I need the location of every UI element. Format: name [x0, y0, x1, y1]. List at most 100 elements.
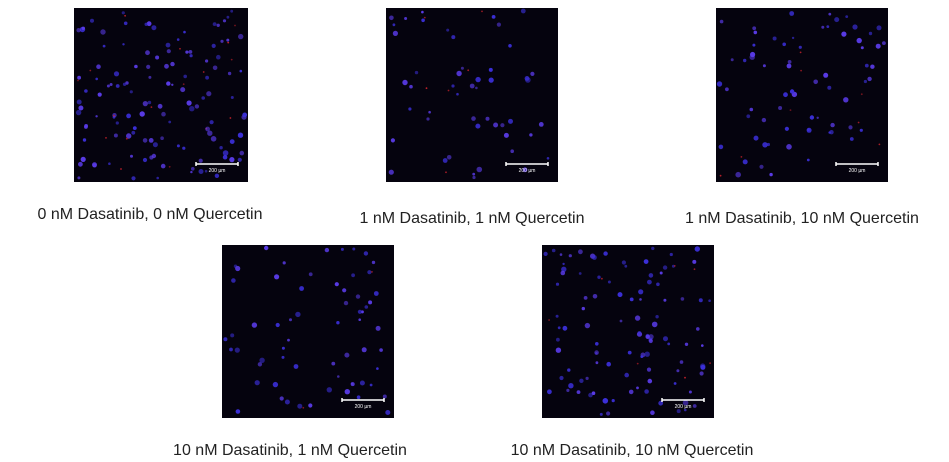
nucleus	[205, 59, 208, 62]
nucleus	[404, 17, 407, 20]
nucleus	[207, 131, 212, 136]
nucleus	[122, 43, 124, 45]
nucleus	[351, 382, 353, 384]
nucleus	[182, 147, 185, 150]
nucleus	[559, 376, 563, 380]
red-cell	[424, 17, 426, 19]
nucleus	[608, 281, 611, 284]
nucleus	[362, 347, 367, 352]
caption: 1 nM Dasatinib, 10 nM Quercetin	[685, 210, 919, 227]
nucleus	[635, 315, 640, 320]
nucleus	[754, 31, 758, 35]
nucleus	[299, 286, 304, 291]
nucleus	[77, 176, 80, 179]
nucleus	[689, 391, 692, 394]
nucleus	[864, 80, 867, 83]
nucleus	[116, 121, 119, 124]
nucleus	[470, 84, 475, 89]
nucleus	[131, 131, 135, 135]
red-cell	[467, 69, 469, 71]
nucleus	[229, 157, 234, 162]
nucleus	[77, 76, 81, 80]
red-cell	[151, 106, 153, 108]
nucleus	[264, 246, 268, 250]
nucleus	[372, 261, 375, 264]
nucleus	[342, 288, 346, 292]
red-cell	[879, 144, 881, 146]
nucleus	[205, 170, 208, 173]
nucleus	[408, 107, 411, 110]
nucleus	[98, 93, 102, 97]
nucleus	[638, 331, 642, 335]
nucleus	[190, 171, 192, 173]
nucleus	[231, 96, 234, 99]
nucleus	[171, 84, 173, 86]
nucleus	[289, 318, 292, 321]
nucleus	[783, 92, 788, 97]
nucleus	[110, 83, 113, 86]
nucleus	[287, 339, 290, 342]
nucleus	[821, 26, 824, 29]
nucleus	[486, 117, 490, 121]
caption: 0 nM Dasatinib, 0 nM Quercetin	[38, 206, 263, 223]
nucleus	[96, 64, 101, 69]
nucleus	[630, 298, 634, 302]
nucleus	[566, 389, 569, 392]
nucleus	[600, 413, 603, 416]
nucleus	[143, 101, 148, 106]
nucleus	[190, 54, 193, 57]
nucleus	[663, 336, 668, 341]
nucleus	[205, 76, 209, 80]
nucleus	[393, 23, 396, 26]
nucleus	[471, 116, 476, 121]
nucleus	[717, 81, 722, 86]
nucleus	[295, 312, 300, 317]
nucleus	[561, 271, 566, 276]
nucleus	[206, 91, 211, 96]
nucleus	[428, 111, 431, 114]
nucleus	[370, 384, 373, 387]
nucleus	[529, 133, 532, 136]
nucleus	[556, 283, 559, 286]
red-cell	[169, 166, 171, 168]
nucleus	[126, 114, 131, 119]
red-cell	[302, 407, 304, 409]
nucleus	[701, 344, 704, 347]
nucleus	[579, 272, 582, 275]
nucleus	[773, 37, 777, 41]
nucleus	[446, 29, 449, 32]
nucleus	[331, 362, 335, 366]
nucleus	[393, 31, 398, 36]
nucleus	[493, 123, 498, 128]
red-cell	[601, 278, 603, 280]
nucleus	[177, 144, 180, 147]
nucleus	[308, 403, 312, 407]
nucleus	[116, 84, 120, 88]
nucleus	[82, 27, 85, 30]
nucleus	[336, 321, 339, 324]
nucleus	[656, 283, 660, 287]
nucleus	[867, 77, 871, 81]
figure-canvas: 200 µm0 nM Dasatinib, 0 nM Quercetin200 …	[0, 0, 949, 462]
nucleus	[648, 379, 653, 384]
nucleus	[285, 400, 290, 405]
nucleus	[108, 162, 111, 165]
nucleus	[191, 167, 195, 171]
red-cell	[124, 15, 126, 17]
nucleus	[461, 67, 464, 70]
nucleus	[882, 41, 886, 45]
nucleus	[786, 144, 792, 150]
nucleus	[228, 72, 231, 75]
nucleus	[195, 104, 199, 108]
nucleus	[402, 80, 407, 85]
red-cell	[371, 271, 373, 273]
nucleus	[230, 333, 234, 337]
nucleus	[168, 121, 171, 124]
nucleus	[606, 411, 610, 415]
nucleus	[220, 40, 223, 43]
red-cell	[800, 52, 802, 54]
nucleus	[280, 396, 284, 400]
nucleus	[447, 155, 452, 160]
red-cell	[548, 319, 550, 321]
nucleus	[708, 299, 711, 302]
